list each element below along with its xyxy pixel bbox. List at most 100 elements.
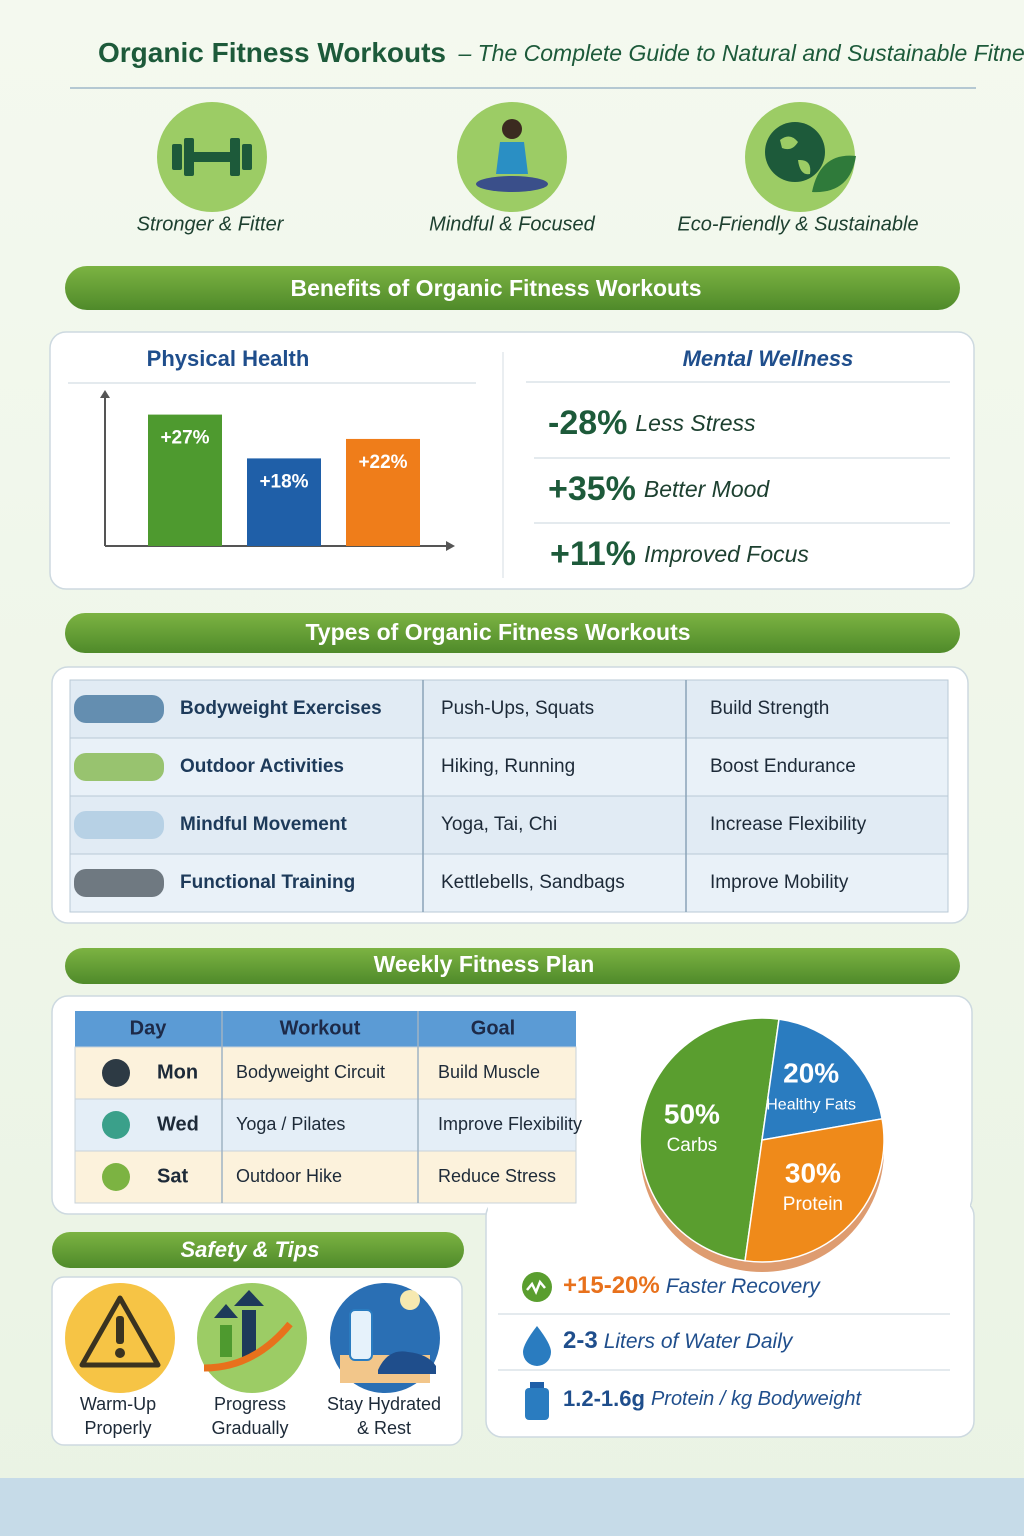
footer-strip: [0, 1478, 1024, 1536]
bar-chart: +27% +18% +22%: [100, 390, 455, 551]
bar-value-label: +27%: [160, 428, 209, 449]
tip-label: Properly: [84, 1418, 151, 1438]
stat-value: +11%: [550, 535, 636, 573]
plan-workout: Yoga / Pilates: [236, 1114, 345, 1134]
bar-value-label: +22%: [358, 452, 407, 473]
section-title: Weekly Fitness Plan: [374, 951, 595, 977]
pie-category-label: Healthy Fats: [766, 1096, 856, 1113]
section-banner: [65, 613, 960, 653]
workout-type: Outdoor Activities: [180, 756, 344, 777]
pie-value-label: 50%: [664, 1099, 720, 1130]
fact-label: Protein / kg Bodyweight: [651, 1388, 863, 1410]
pie-category-label: Carbs: [667, 1135, 718, 1156]
workout-examples: Yoga, Tai, Chi: [441, 814, 557, 835]
bar-value-label: +18%: [259, 471, 308, 492]
row-icon: [102, 1111, 130, 1139]
highlight-label: Eco-Friendly & Sustainable: [677, 213, 918, 235]
plan-goal: Reduce Stress: [438, 1166, 556, 1186]
tip-label: & Rest: [357, 1418, 411, 1438]
stat: -28% Less Stress: [548, 404, 756, 442]
tip-label: Stay Hydrated: [327, 1394, 441, 1414]
workout-examples: Push-Ups, Squats: [441, 698, 594, 719]
highlight-label: Mindful & Focused: [429, 213, 596, 235]
plan-workout: Outdoor Hike: [236, 1166, 342, 1186]
stat: +35% Better Mood: [548, 470, 770, 508]
section-banner: [65, 266, 960, 310]
workout-type: Functional Training: [180, 872, 355, 893]
fact: 1.2-1.6g Protein / kg Bodyweight: [563, 1386, 862, 1411]
row-icon: [74, 753, 164, 781]
bar: [346, 438, 420, 546]
pie-slice: [744, 1117, 885, 1263]
section-banner: [52, 1232, 464, 1268]
fact-value: 1.2-1.6g: [563, 1386, 645, 1411]
panel-title: Mental Wellness: [683, 346, 854, 371]
section-banner: [65, 948, 960, 984]
plan-goal: Improve Flexibility: [438, 1114, 582, 1134]
fact: 2-3 Liters of Water Daily: [563, 1327, 794, 1354]
fact-value: 2-3: [563, 1327, 598, 1354]
workout-type: Bodyweight Exercises: [180, 698, 382, 719]
section-title: Safety & Tips: [181, 1237, 320, 1262]
workout-table: Bodyweight Exercises Push-Ups, Squats Buil…: [69, 679, 949, 913]
row-icon: [102, 1163, 130, 1191]
workout-benefit: Boost Endurance: [710, 756, 856, 777]
tip-label: Warm-Up: [80, 1394, 156, 1414]
table-row: [74, 1150, 577, 1204]
table-row: [69, 853, 949, 913]
pie-chart: 50% Carbs 20% Healthy Fats 30% Protein: [640, 1017, 885, 1272]
pie-category-label: Protein: [783, 1194, 843, 1215]
fact-label: Liters of Water Daily: [604, 1330, 794, 1353]
workout-examples: Hiking, Running: [441, 756, 575, 777]
workout-benefit: Build Strength: [710, 698, 829, 719]
pie-value-label: 20%: [783, 1057, 839, 1088]
fact: +15-20% Faster Recovery: [563, 1272, 821, 1299]
fact-label: Faster Recovery: [666, 1275, 822, 1298]
stat-value: +35%: [548, 470, 636, 508]
panel-title: Physical Health: [147, 346, 310, 371]
row-icon: [74, 811, 164, 839]
pie-slice: [640, 1017, 780, 1262]
column-header: Goal: [471, 1017, 515, 1039]
fact-value: +15-20%: [563, 1272, 660, 1299]
plan-goal: Build Muscle: [438, 1062, 540, 1082]
workout-benefit: Improve Mobility: [710, 872, 849, 893]
row-icon: [74, 695, 164, 723]
plan-day: Mon: [157, 1061, 198, 1083]
column-header: Workout: [280, 1017, 361, 1039]
pie-slice: [761, 1018, 884, 1141]
plan-day: Sat: [157, 1165, 188, 1187]
bar: [148, 414, 222, 546]
pie-value-label: 30%: [785, 1158, 841, 1189]
row-icon: [74, 869, 164, 897]
plan-day: Wed: [157, 1113, 199, 1135]
tip-label: Gradually: [211, 1418, 288, 1438]
subtitle: – The Complete Guide to Natural and Sust…: [457, 40, 1024, 66]
column-header: Day: [130, 1017, 168, 1039]
section-title: Benefits of Organic Fitness Workouts: [290, 275, 701, 301]
table-row: [74, 1098, 577, 1152]
table-row: [74, 1046, 577, 1100]
stat-label: Less Stress: [635, 410, 756, 436]
plan-workout: Bodyweight Circuit: [236, 1062, 385, 1082]
highlight-icons: [157, 102, 856, 212]
title: Organic Fitness Workouts: [98, 37, 446, 68]
plan-table: Day Workout Goal Mon Bodyweight Circuit Build…: [74, 1011, 582, 1204]
workout-examples: Kettlebells, Sandbags: [441, 872, 625, 893]
workout-type: Mindful Movement: [180, 814, 347, 835]
workout-benefit: Increase Flexibility: [710, 814, 867, 835]
bar: [247, 458, 321, 546]
row-icon: [102, 1059, 130, 1087]
stat-label: Better Mood: [644, 476, 770, 502]
tip-label: Progress: [214, 1394, 286, 1414]
tip-icons: [65, 1283, 440, 1393]
header: Organic Fitness Workouts – The Complete …: [98, 37, 1024, 68]
fact-icons: [522, 1272, 552, 1420]
stat-value: -28%: [548, 404, 627, 442]
table-row: [69, 737, 949, 797]
section-title: Types of Organic Fitness Workouts: [305, 619, 690, 645]
highlight-label: Stronger & Fitter: [137, 213, 285, 235]
stat: +11% Improved Focus: [550, 535, 809, 573]
stat-label: Improved Focus: [644, 541, 809, 567]
